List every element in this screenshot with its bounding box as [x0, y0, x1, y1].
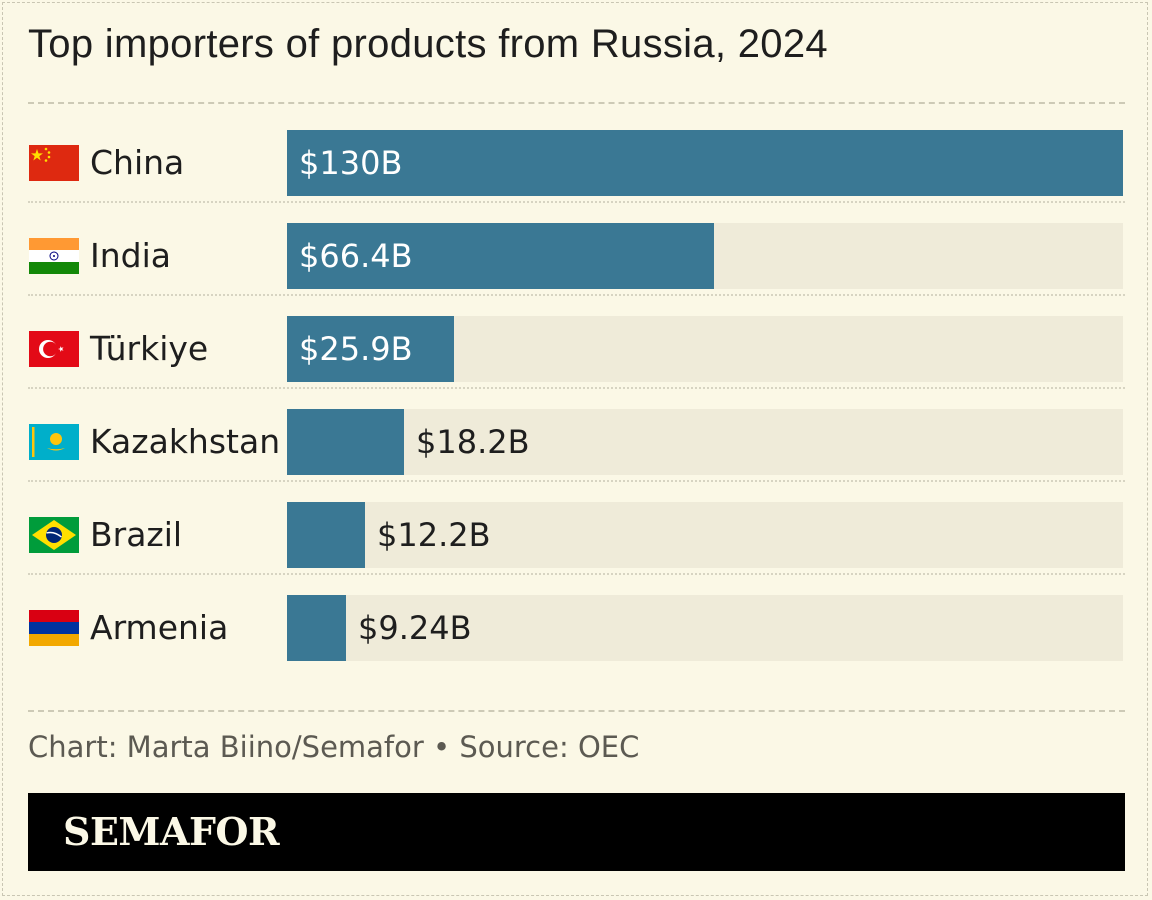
bar-turkiye	[287, 316, 454, 382]
armenia-flag-icon	[29, 610, 79, 646]
value-label: $9.24B	[358, 609, 472, 647]
category-label: Türkiye	[90, 329, 209, 368]
bar-row-brazil: Brazil $12.2B	[28, 502, 1125, 568]
value-label: $12.2B	[377, 516, 491, 554]
brand-bar: SEMAFOR	[28, 793, 1125, 871]
value-label: $18.2B	[416, 423, 530, 461]
category-label: Armenia	[90, 608, 229, 647]
source-note: Chart: Marta Biino/Semafor • Source: OEC	[28, 730, 640, 764]
value-label: $25.9B	[299, 330, 413, 368]
row-divider	[28, 573, 1125, 575]
category-label: India	[90, 236, 171, 275]
bar-row-kazakhstan: Kazakhstan $18.2B	[28, 409, 1125, 475]
row-divider	[28, 387, 1125, 389]
china-flag-icon	[29, 145, 79, 181]
value-label: $130B	[299, 144, 403, 182]
bar-track	[287, 595, 1123, 661]
bar-track	[287, 502, 1123, 568]
header-divider	[28, 102, 1125, 104]
category-label: Brazil	[90, 515, 183, 554]
bar-row-turkiye: Türkiye $25.9B	[28, 316, 1125, 382]
turkiye-flag-icon	[29, 331, 79, 367]
india-flag-icon	[29, 238, 79, 274]
bar-row-china: China $130B	[28, 130, 1125, 196]
bar-armenia	[287, 595, 346, 661]
row-divider	[28, 294, 1125, 296]
bar-track	[287, 409, 1123, 475]
bar-india	[287, 223, 714, 289]
bar-kazakhstan	[287, 409, 404, 475]
bar-row-armenia: Armenia $9.24B	[28, 595, 1125, 661]
semafor-logo: SEMAFOR	[63, 809, 280, 854]
chart-title: Top importers of products from Russia, 2…	[28, 22, 828, 66]
brazil-flag-icon	[29, 517, 79, 553]
category-label: Kazakhstan	[90, 422, 281, 461]
row-divider	[28, 480, 1125, 482]
bar-china	[287, 130, 1123, 196]
bar-row-india: India $66.4B	[28, 223, 1125, 289]
value-label: $66.4B	[299, 237, 413, 275]
bar-brazil	[287, 502, 365, 568]
footer-divider	[28, 710, 1125, 712]
row-divider	[28, 201, 1125, 203]
kazakhstan-flag-icon	[29, 424, 79, 460]
category-label: China	[90, 143, 185, 182]
